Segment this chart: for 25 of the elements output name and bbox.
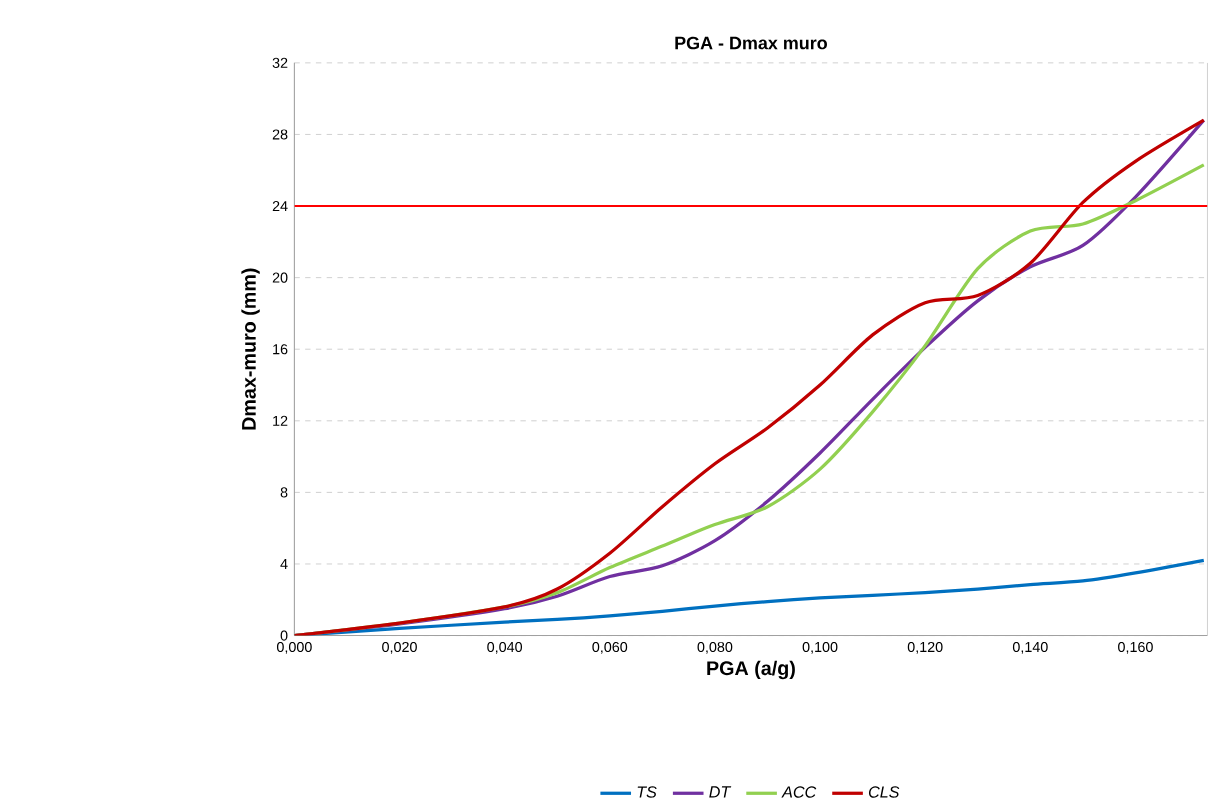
legend-label: TS <box>637 786 657 798</box>
legend-label: CLS <box>868 786 900 798</box>
x-tick-label: 0,020 <box>382 641 417 654</box>
x-tick-label: 0,060 <box>592 641 628 654</box>
y-tick-label: 12 <box>273 415 288 426</box>
x-tick-label: 0,160 <box>1118 641 1153 654</box>
y-tick-label: 8 <box>280 487 288 498</box>
x-tick-label: 0,140 <box>1012 641 1048 654</box>
y-axis-title: Dmax-muro (mm) <box>241 268 260 430</box>
x-tick-label: 0,080 <box>697 641 733 654</box>
y-tick-label: 28 <box>272 129 288 140</box>
y-tick-label: 32 <box>272 57 288 68</box>
y-tick-label: 16 <box>273 343 288 355</box>
x-tick-label: 0,120 <box>907 641 943 654</box>
x-tick-label: 0,040 <box>487 641 523 654</box>
legend-label: ACC <box>781 786 817 798</box>
legend-label: DT <box>709 786 732 798</box>
x-tick-label: 0,000 <box>276 641 312 654</box>
chart-title: PGA - Dmax muro <box>675 36 827 50</box>
y-tick-label: 0 <box>280 630 288 641</box>
x-tick-label: 0,100 <box>802 641 838 654</box>
y-tick-label: 20 <box>272 272 288 283</box>
y-tick-label: 24 <box>272 200 288 211</box>
x-axis-title: PGA (a/g) <box>707 660 795 679</box>
y-tick-label: 4 <box>280 558 288 569</box>
